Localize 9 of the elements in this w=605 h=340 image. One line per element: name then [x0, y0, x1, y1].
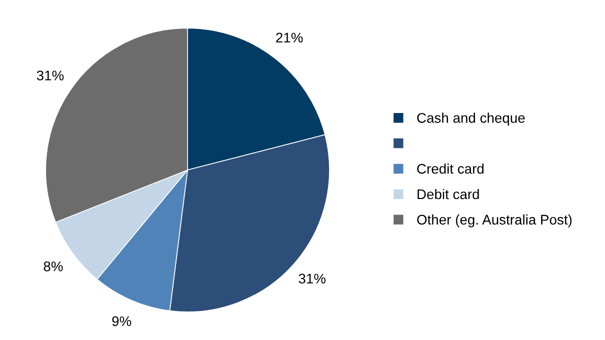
legend-label: Cash and cheque [417, 112, 525, 126]
data-label: 8% [44, 261, 63, 272]
data-label: 21% [276, 32, 303, 42]
legend-label: Other (eg. Australia Post) [417, 214, 572, 228]
legend-label: Credit card [417, 164, 484, 174]
data-label: 9% [112, 316, 132, 326]
legend-label: Debit card [418, 188, 479, 200]
data-label: 31% [36, 70, 64, 80]
data-label: 31% [298, 274, 326, 284]
